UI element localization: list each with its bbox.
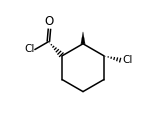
Polygon shape bbox=[81, 32, 85, 44]
Text: O: O bbox=[45, 15, 54, 28]
Text: Cl: Cl bbox=[123, 55, 133, 65]
Text: Cl: Cl bbox=[24, 44, 34, 54]
